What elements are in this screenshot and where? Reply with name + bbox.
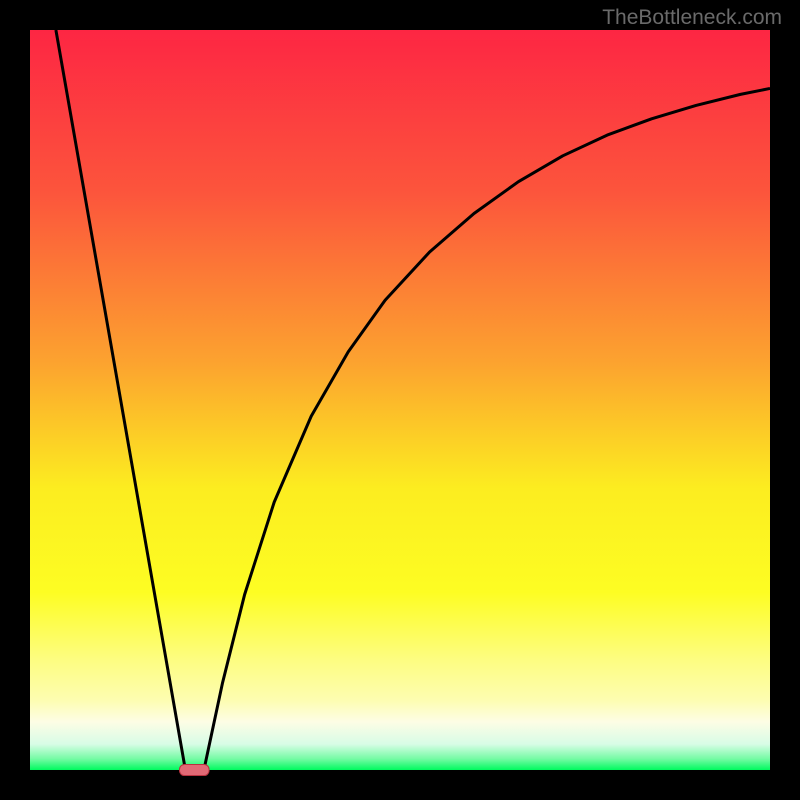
watermark-text: TheBottleneck.com — [602, 6, 782, 30]
gradient-background — [30, 30, 770, 770]
chart-container: TheBottleneck.com — [0, 0, 800, 800]
chart-svg — [0, 0, 800, 800]
minimum-marker — [179, 764, 209, 775]
